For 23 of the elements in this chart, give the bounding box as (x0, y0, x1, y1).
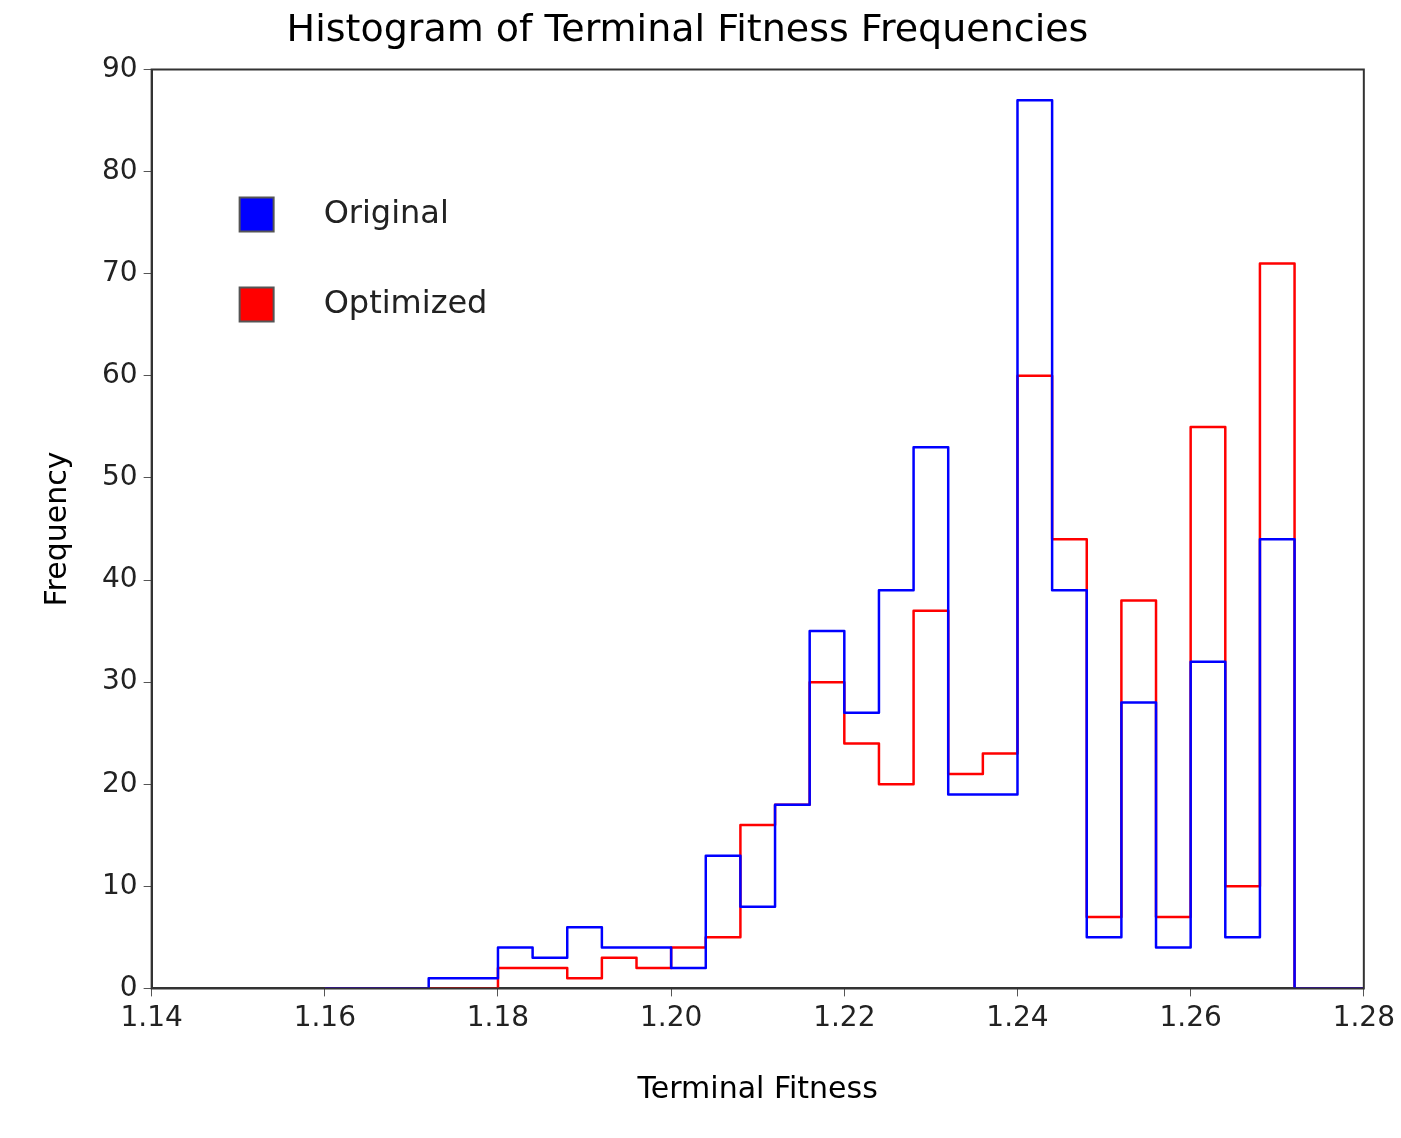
x-tick-label: 1.20 (639, 1000, 703, 1034)
y-tick-label: 70 (101, 255, 138, 289)
x-tick-label: 1.18 (466, 1000, 530, 1034)
x-tick-label: 1.26 (1159, 1000, 1222, 1034)
x-tick-label: 1.24 (986, 1000, 1049, 1034)
y-tick-label: 30 (101, 663, 138, 697)
x-axis-title: Terminal Fitness (636, 1069, 878, 1105)
legend-label: Original (323, 192, 449, 231)
y-tick-label: 20 (101, 765, 138, 799)
chart-title: Histogram of Terminal Fitness Frequencies (286, 5, 1089, 50)
y-axis-title: Frequency (37, 451, 73, 607)
y-tick-label: 90 (101, 50, 138, 84)
y-tick-label: 80 (101, 152, 138, 186)
y-tick-label: 50 (101, 459, 138, 493)
x-tick-label: 1.28 (1332, 1000, 1395, 1034)
x-tick-label: 1.22 (813, 1000, 876, 1034)
y-tick-label: 10 (101, 867, 138, 901)
x-tick-label: 1.14 (120, 1000, 183, 1034)
y-tick-label: 60 (101, 357, 138, 391)
y-tick-label: 0 (119, 969, 138, 1003)
legend-label: Optimized (323, 282, 488, 321)
y-tick-label: 40 (101, 561, 138, 595)
x-tick-label: 1.16 (293, 1000, 356, 1034)
